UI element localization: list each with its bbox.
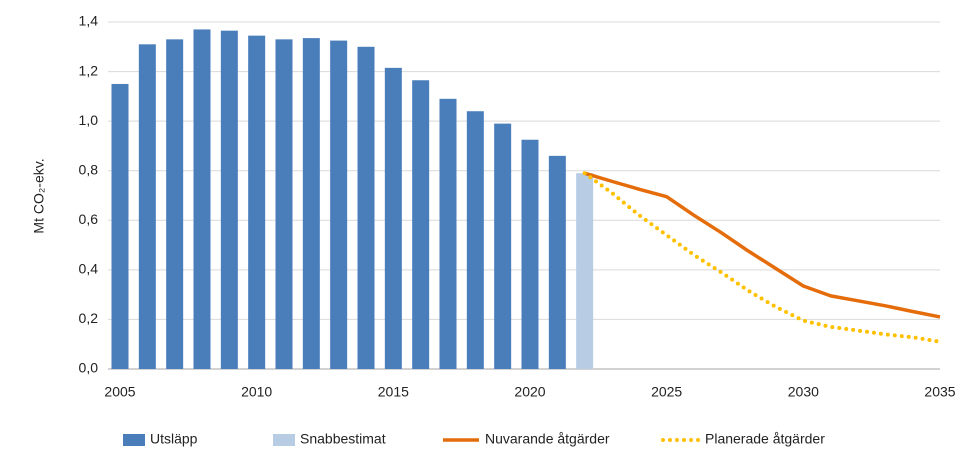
y-tick-label: 0,4	[79, 261, 99, 277]
x-tick-label: 2010	[241, 384, 272, 400]
y-tick-label: 0,2	[79, 310, 99, 326]
y-tick-label: 1,0	[79, 112, 99, 128]
x-tick-label: 2020	[514, 384, 545, 400]
line	[584, 171, 941, 319]
y-tick-label: 0,8	[79, 161, 99, 177]
bar	[166, 39, 184, 369]
bar	[138, 44, 156, 370]
legend-label: Planerade åtgärder	[705, 431, 825, 447]
bar	[548, 155, 566, 369]
bar	[111, 83, 129, 369]
legend-swatch	[123, 434, 145, 446]
legend-label: Utsläpp	[150, 431, 198, 447]
y-tick-label: 1,4	[79, 13, 99, 29]
bar	[220, 30, 238, 370]
legend-label: Snabbestimat	[300, 431, 386, 447]
x-tick-label: 2005	[104, 384, 135, 400]
x-tick-label: 2025	[651, 384, 682, 400]
bar	[439, 98, 457, 369]
legend-label: Nuvarande åtgärder	[485, 431, 610, 447]
bar	[248, 35, 266, 369]
bar	[302, 38, 320, 369]
x-tick-label: 2030	[788, 384, 819, 400]
y-tick-label: 1,2	[79, 62, 99, 78]
bar	[412, 80, 430, 369]
bar	[357, 46, 375, 370]
bar	[275, 39, 293, 369]
bar	[466, 111, 484, 369]
bar	[193, 29, 211, 369]
y-tick-label: 0,6	[79, 211, 99, 227]
x-tick-label: 2035	[924, 384, 955, 400]
line	[582, 171, 942, 344]
bar	[494, 123, 512, 369]
x-tick-label: 2015	[378, 384, 409, 400]
bar	[384, 67, 402, 369]
bar	[576, 173, 594, 369]
y-axis-label: Mt CO₂-ekv.	[31, 158, 47, 233]
bar	[521, 139, 539, 369]
y-tick-label: 0,0	[79, 360, 99, 376]
legend-swatch	[273, 434, 295, 446]
bar	[330, 40, 348, 369]
